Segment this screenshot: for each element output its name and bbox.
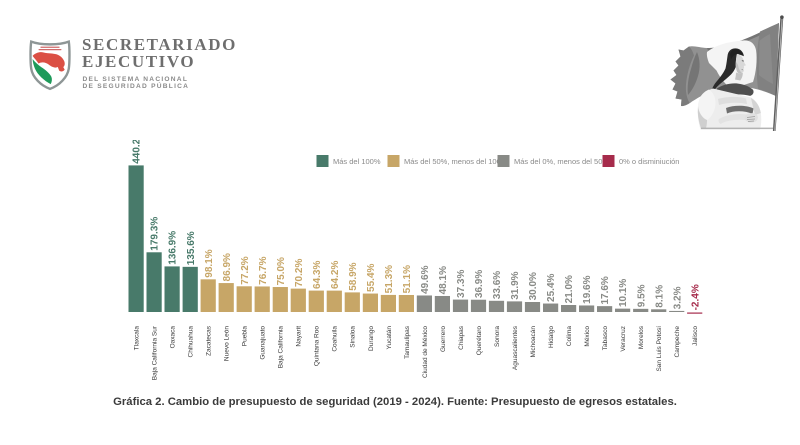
svg-text:-2.4%: -2.4% — [690, 284, 701, 310]
svg-text:Nuevo León: Nuevo León — [224, 326, 231, 361]
svg-text:51.3%: 51.3% — [384, 265, 395, 293]
svg-text:86.9%: 86.9% — [222, 253, 233, 281]
svg-text:Tamaulipas: Tamaulipas — [404, 325, 411, 359]
svg-text:30.0%: 30.0% — [528, 272, 539, 300]
svg-text:Yucatán: Yucatán — [386, 326, 393, 350]
svg-text:8.1%: 8.1% — [654, 285, 665, 308]
svg-text:Más del 0%, menos del 50%: Más del 0%, menos del 50% — [514, 157, 609, 166]
svg-text:Durango: Durango — [368, 326, 375, 351]
svg-text:75.0%: 75.0% — [276, 257, 287, 285]
svg-text:98.1%: 98.1% — [204, 249, 215, 277]
svg-text:Campeche: Campeche — [674, 326, 681, 358]
svg-text:Oaxaca: Oaxaca — [170, 326, 177, 349]
svg-text:Más del 100%: Más del 100% — [333, 157, 381, 166]
svg-text:136.9%: 136.9% — [168, 231, 179, 265]
svg-text:Chihuahua: Chihuahua — [188, 326, 195, 358]
svg-text:64.2%: 64.2% — [330, 261, 341, 289]
svg-text:51.1%: 51.1% — [402, 265, 413, 293]
svg-text:México: México — [584, 326, 591, 347]
svg-text:Querétaro: Querétaro — [476, 326, 483, 356]
svg-text:Coahuila: Coahuila — [332, 326, 339, 352]
svg-text:48.1%: 48.1% — [438, 266, 449, 294]
svg-text:San Luis Potosí: San Luis Potosí — [656, 326, 663, 372]
svg-text:Puebla: Puebla — [242, 326, 249, 347]
svg-text:179.3%: 179.3% — [150, 217, 161, 251]
svg-text:Guanajuato: Guanajuato — [260, 326, 267, 360]
svg-text:Sonora: Sonora — [494, 326, 501, 347]
svg-text:64.3%: 64.3% — [312, 261, 323, 289]
svg-text:Quintana Roo: Quintana Roo — [314, 326, 321, 366]
svg-text:10.1%: 10.1% — [618, 279, 629, 307]
svg-text:58.9%: 58.9% — [348, 262, 359, 290]
svg-text:Guerrero: Guerrero — [440, 326, 447, 352]
svg-text:31.9%: 31.9% — [510, 271, 521, 299]
svg-text:Tlaxcala: Tlaxcala — [134, 326, 141, 351]
svg-text:37.3%: 37.3% — [456, 270, 467, 298]
svg-text:55.4%: 55.4% — [366, 263, 377, 291]
svg-text:19.6%: 19.6% — [582, 275, 593, 303]
svg-text:70.2%: 70.2% — [294, 259, 305, 287]
svg-text:76.7%: 76.7% — [258, 256, 269, 284]
svg-text:Colima: Colima — [566, 326, 573, 347]
svg-text:17.6%: 17.6% — [600, 276, 611, 304]
svg-text:Más del 50%, menos del 100%: Más del 50%, menos del 100% — [404, 157, 508, 166]
svg-text:Tabasco: Tabasco — [602, 326, 609, 351]
svg-text:9.5%: 9.5% — [636, 284, 647, 307]
svg-text:Hidalgo: Hidalgo — [548, 326, 555, 348]
svg-text:77.2%: 77.2% — [240, 256, 251, 284]
svg-text:33.6%: 33.6% — [492, 271, 503, 299]
svg-text:Nayarit: Nayarit — [296, 326, 303, 347]
svg-text:3.2%: 3.2% — [672, 286, 683, 309]
svg-text:Morelos: Morelos — [638, 325, 645, 349]
svg-text:Jalisco: Jalisco — [692, 326, 699, 346]
svg-text:0% o disminiución: 0% o disminiución — [619, 157, 679, 166]
svg-text:Ciudad de México: Ciudad de México — [422, 326, 429, 378]
svg-text:Aguascalientes: Aguascalientes — [512, 325, 519, 370]
svg-text:Baja California Sur: Baja California Sur — [152, 325, 159, 380]
svg-text:49.6%: 49.6% — [420, 265, 431, 293]
svg-text:21.0%: 21.0% — [564, 275, 575, 303]
svg-text:Baja California: Baja California — [278, 326, 285, 369]
svg-text:Michoacán: Michoacán — [530, 326, 537, 358]
svg-text:25.4%: 25.4% — [546, 273, 557, 301]
svg-text:36.9%: 36.9% — [474, 270, 485, 298]
svg-text:440.2%: 440.2% — [132, 130, 143, 164]
svg-text:Sinaloa: Sinaloa — [350, 326, 357, 348]
svg-text:Veracruz: Veracruz — [620, 326, 627, 352]
svg-text:Zacatecas: Zacatecas — [206, 325, 213, 356]
svg-text:135.6%: 135.6% — [186, 231, 197, 265]
svg-text:Chiapas: Chiapas — [458, 325, 465, 350]
